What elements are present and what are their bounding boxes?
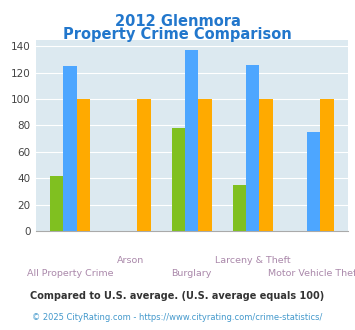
Bar	[260, 99, 273, 231]
Bar	[137, 99, 151, 231]
Text: © 2025 CityRating.com - https://www.cityrating.com/crime-statistics/: © 2025 CityRating.com - https://www.city…	[32, 313, 323, 322]
Bar	[50, 176, 63, 231]
Bar	[307, 132, 320, 231]
Bar	[320, 99, 334, 231]
Text: Motor Vehicle Theft: Motor Vehicle Theft	[268, 269, 355, 278]
Bar	[185, 50, 198, 231]
Text: All Property Crime: All Property Crime	[27, 269, 113, 278]
Text: Property Crime Comparison: Property Crime Comparison	[63, 27, 292, 42]
Text: Larceny & Theft: Larceny & Theft	[215, 256, 290, 265]
Bar	[233, 185, 246, 231]
Text: Arson: Arson	[117, 256, 144, 265]
Bar	[77, 99, 90, 231]
Bar	[198, 99, 212, 231]
Bar	[63, 66, 77, 231]
Bar	[171, 128, 185, 231]
Text: 2012 Glenmora: 2012 Glenmora	[115, 14, 240, 29]
Text: Compared to U.S. average. (U.S. average equals 100): Compared to U.S. average. (U.S. average …	[31, 291, 324, 301]
Text: Burglary: Burglary	[171, 269, 212, 278]
Bar	[246, 65, 260, 231]
